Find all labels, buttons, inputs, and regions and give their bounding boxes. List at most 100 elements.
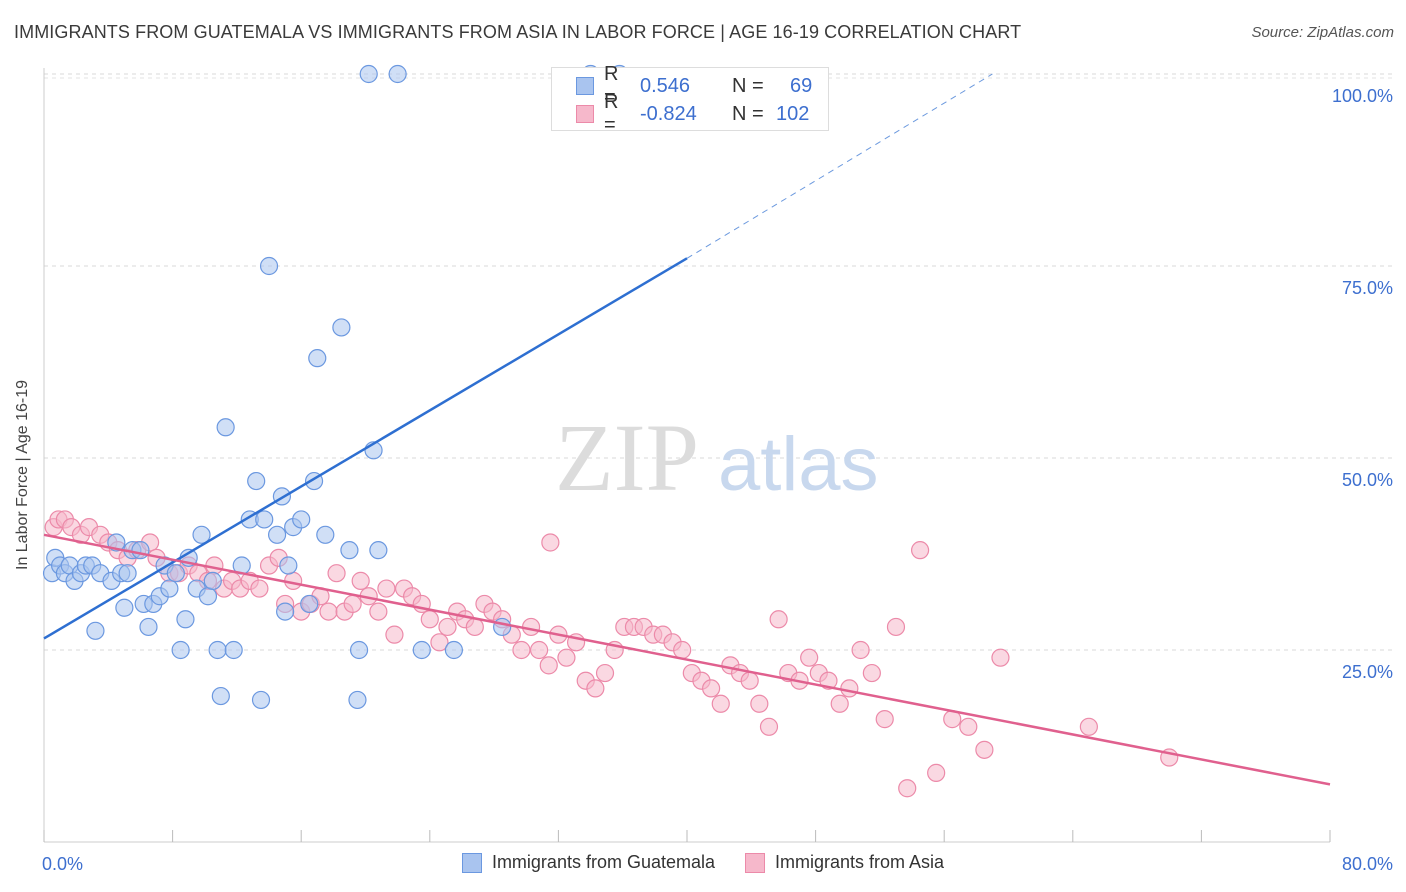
guatemala-point bbox=[349, 640, 369, 660]
guatemala-point bbox=[251, 690, 271, 710]
guatemala-point bbox=[259, 256, 279, 276]
asia-point bbox=[319, 602, 338, 621]
chart-title: IMMIGRANTS FROM GUATEMALA VS IMMIGRANTS … bbox=[14, 22, 1022, 42]
legend-label-guatemala: Immigrants from Guatemala bbox=[491, 852, 716, 872]
legend-item-asia: Immigrants from Asia bbox=[745, 852, 944, 873]
guatemala-point bbox=[160, 579, 179, 598]
guatemala-point bbox=[412, 640, 431, 660]
asia-point bbox=[991, 648, 1010, 667]
guatemala-point bbox=[279, 556, 298, 575]
x-tick-label: 80.0% bbox=[1342, 854, 1393, 874]
guatemala-point bbox=[247, 471, 266, 491]
guatemala-point bbox=[192, 525, 211, 544]
asia-point bbox=[862, 663, 881, 683]
asia-point bbox=[673, 640, 692, 660]
series-legend: Immigrants from Guatemala Immigrants fro… bbox=[0, 852, 1406, 873]
guatemala-point bbox=[388, 64, 407, 84]
guatemala-point bbox=[211, 686, 230, 706]
guatemala-point bbox=[292, 510, 311, 529]
guatemala-point bbox=[224, 640, 243, 660]
n-value: 69 bbox=[790, 74, 813, 97]
legend-label-asia: Immigrants from Asia bbox=[775, 852, 945, 872]
n-label: N = bbox=[732, 74, 764, 97]
guatemala-point bbox=[216, 418, 235, 437]
guatemala-point bbox=[348, 690, 367, 710]
asia-point bbox=[975, 740, 994, 759]
r-label: R = bbox=[604, 91, 619, 136]
asia-point bbox=[541, 533, 560, 552]
asia-point bbox=[430, 633, 449, 652]
asia-point bbox=[830, 694, 849, 713]
correlation-legend: R = 0.546 N = 69 R = -0.824 N = 102 bbox=[551, 63, 829, 136]
guatemala-point bbox=[493, 617, 512, 637]
asia-trend-line bbox=[43, 533, 1331, 786]
asia-point bbox=[530, 640, 549, 660]
guatemala-point bbox=[300, 594, 319, 614]
guatemala-point bbox=[131, 541, 150, 560]
asia-point bbox=[800, 648, 819, 667]
guatemala-point bbox=[208, 640, 227, 660]
asia-point bbox=[910, 541, 930, 560]
y-tick-label: 25.0% bbox=[1342, 662, 1393, 682]
guatemala-point bbox=[340, 541, 359, 560]
asia-point bbox=[886, 617, 906, 637]
legend-row-asia: R = -0.824 N = 102 bbox=[576, 91, 809, 136]
y-tick-label: 50.0% bbox=[1342, 470, 1393, 490]
asia-point bbox=[438, 617, 457, 637]
y-tick-label: 75.0% bbox=[1342, 278, 1393, 298]
asia-point bbox=[840, 679, 859, 698]
asia-swatch bbox=[576, 105, 594, 123]
asia-point bbox=[740, 671, 759, 690]
guatemala-point bbox=[308, 349, 327, 368]
asia-point bbox=[343, 594, 362, 614]
guatemala-point bbox=[118, 564, 137, 583]
asia-point bbox=[927, 763, 946, 782]
asia-point bbox=[512, 640, 531, 660]
guatemala-point bbox=[316, 525, 335, 544]
axes bbox=[43, 68, 1331, 843]
y-axis-label: In Labor Force | Age 16-19 bbox=[14, 379, 31, 570]
legend-item-guatemala: Immigrants from Guatemala bbox=[461, 852, 716, 873]
trend-lines bbox=[43, 73, 1331, 786]
guatemala-point bbox=[107, 533, 126, 552]
source-label: Source: ZipAtlas.com bbox=[1251, 24, 1394, 41]
watermark-zip: ZIP bbox=[555, 404, 699, 511]
asia-point bbox=[769, 610, 788, 629]
guatemala-point bbox=[166, 564, 185, 583]
guatemala-point bbox=[276, 602, 295, 621]
guatemala-point bbox=[332, 318, 351, 337]
asia-point bbox=[539, 656, 558, 675]
guatemala-point bbox=[359, 64, 378, 84]
guatemala-point bbox=[203, 571, 222, 590]
asia-legend-swatch bbox=[745, 852, 766, 873]
guatemala-point bbox=[444, 640, 464, 660]
asia-point bbox=[385, 625, 404, 644]
tick-labels: 0.0% 80.0% 25.0% 50.0% 75.0% 100.0% bbox=[42, 86, 1393, 874]
r-value: 0.546 bbox=[640, 74, 691, 97]
asia-point bbox=[351, 571, 370, 590]
asia-point bbox=[420, 610, 439, 629]
guatemala-trend-line bbox=[43, 257, 688, 640]
guatemala-trend-extension bbox=[686, 73, 993, 259]
asia-point bbox=[369, 602, 388, 621]
asia-point bbox=[759, 717, 779, 736]
asia-point bbox=[1079, 717, 1098, 736]
legend-row-guatemala: R = 0.546 N = 69 bbox=[576, 63, 813, 108]
guatemala-legend-swatch bbox=[461, 852, 482, 873]
y-tick-label: 100.0% bbox=[1332, 86, 1393, 106]
asia-point bbox=[851, 640, 870, 660]
guatemala-point bbox=[255, 510, 274, 529]
r-label: R = bbox=[604, 63, 619, 108]
guatemala-point bbox=[171, 640, 190, 660]
guatemala-point bbox=[139, 617, 158, 637]
asia-point bbox=[557, 648, 576, 667]
guatemala-swatch bbox=[576, 77, 594, 95]
guatemala-point bbox=[115, 598, 134, 617]
asia-point bbox=[702, 679, 721, 698]
asia-point bbox=[959, 717, 978, 736]
asia-point bbox=[750, 694, 769, 713]
asia-point bbox=[327, 564, 346, 583]
guatemala-point bbox=[176, 610, 195, 629]
asia-point bbox=[250, 579, 269, 598]
